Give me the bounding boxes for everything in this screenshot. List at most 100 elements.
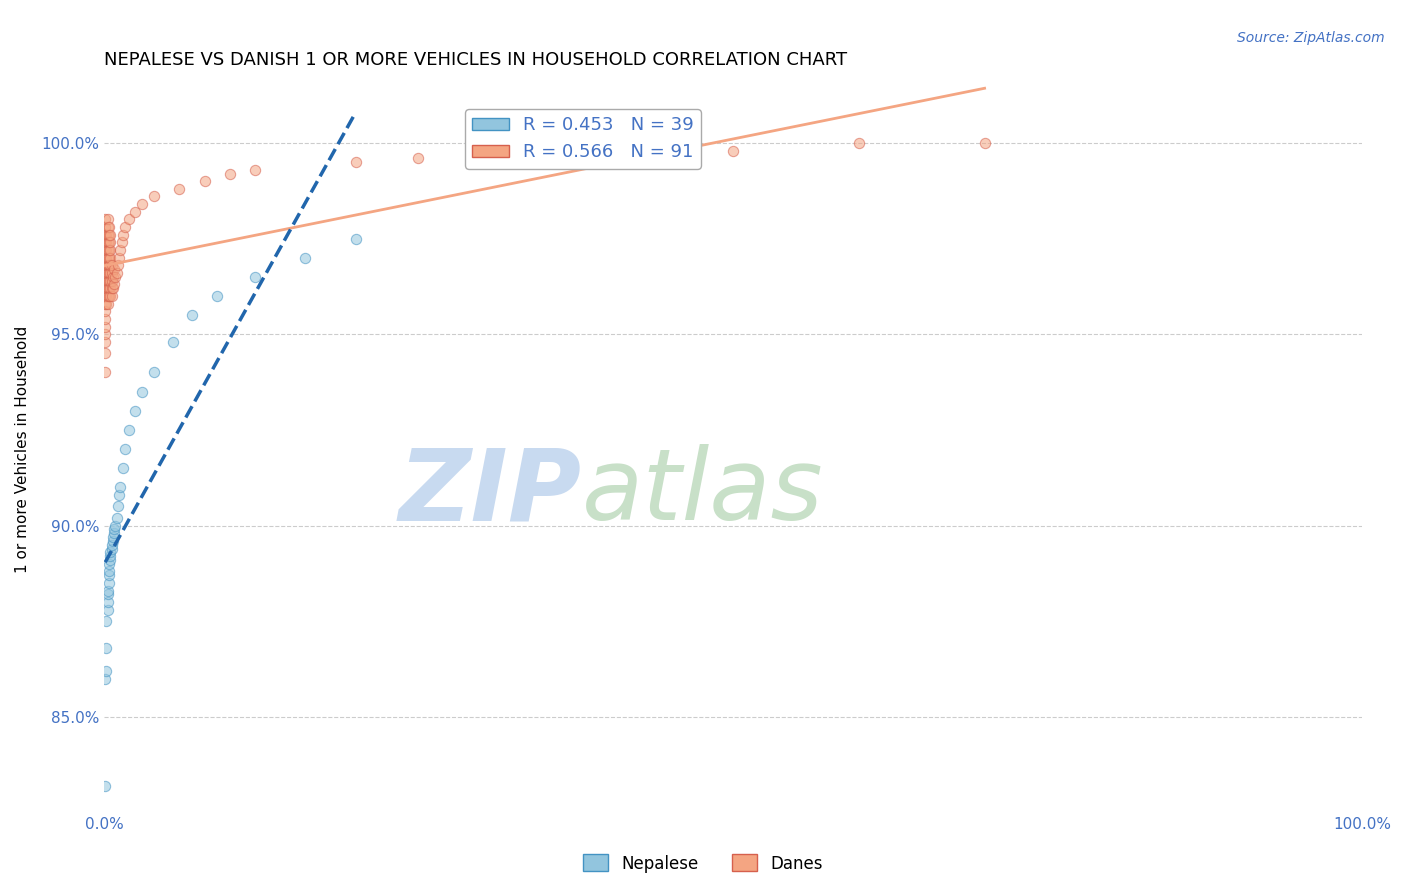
Point (94, 672, 117, 686)
Point (94, 334, 117, 349)
Point (97, 595, 120, 609)
Point (110, 480, 132, 494)
Point (96, 281, 118, 295)
Point (98, 251, 121, 265)
Text: atlas: atlas (582, 444, 824, 541)
Point (97, 603, 120, 617)
Point (98, 227, 121, 242)
Point (96, 266, 118, 280)
Point (97, 258, 120, 272)
Point (721, 144, 744, 158)
Point (344, 231, 367, 245)
Point (96, 289, 118, 303)
Point (294, 251, 316, 265)
Point (105, 511, 128, 525)
Legend: R = 0.453   N = 39, R = 0.566   N = 91: R = 0.453 N = 39, R = 0.566 N = 91 (465, 109, 702, 169)
Point (98, 565, 121, 579)
Point (344, 155, 367, 169)
Point (94, 266, 117, 280)
Point (470, 147, 492, 161)
Point (94, 327, 117, 342)
Point (96, 640, 118, 655)
Point (143, 189, 166, 203)
Point (98, 289, 121, 303)
Point (108, 488, 131, 502)
Point (848, 136, 870, 150)
Point (97, 266, 120, 280)
Point (98, 266, 121, 280)
Point (181, 308, 204, 322)
Point (94, 281, 117, 295)
Point (124, 403, 146, 417)
Point (98, 266, 121, 280)
Point (111, 461, 134, 475)
Point (98, 258, 121, 272)
Point (100, 541, 122, 556)
Point (97, 289, 120, 303)
Point (97, 296, 120, 310)
Point (98, 549, 121, 564)
Point (96, 296, 118, 310)
Point (94, 274, 117, 288)
Text: ZIP: ZIP (399, 444, 582, 541)
Point (101, 533, 124, 548)
Point (100, 281, 122, 295)
Point (94, 312, 117, 326)
Point (97, 227, 120, 242)
Point (104, 269, 127, 284)
Point (96, 243, 118, 257)
Point (98, 281, 121, 295)
Point (96, 235, 118, 250)
Point (107, 500, 129, 514)
Point (94, 366, 117, 380)
Point (143, 366, 166, 380)
Point (97, 235, 120, 250)
Point (97, 243, 120, 257)
Point (169, 182, 191, 196)
Point (98, 557, 121, 571)
Point (94, 779, 117, 793)
Point (94, 243, 117, 257)
Point (243, 269, 266, 284)
Text: Source: ZipAtlas.com: Source: ZipAtlas.com (1237, 31, 1385, 45)
Point (194, 174, 217, 188)
Point (97, 220, 120, 235)
Point (124, 204, 146, 219)
Point (973, 136, 995, 150)
Point (96, 227, 118, 242)
Point (96, 664, 118, 678)
Point (98, 235, 121, 250)
Point (94, 227, 117, 242)
Point (96, 251, 118, 265)
Point (218, 167, 240, 181)
Point (103, 262, 125, 277)
Point (101, 281, 124, 295)
Point (101, 269, 124, 284)
Point (94, 235, 117, 250)
Point (98, 576, 121, 591)
Point (98, 243, 121, 257)
Point (97, 587, 120, 601)
Point (100, 274, 122, 288)
Point (94, 296, 117, 310)
Y-axis label: 1 or more Vehicles in Household: 1 or more Vehicles in Household (15, 326, 30, 573)
Point (97, 212, 120, 227)
Point (103, 522, 125, 536)
Point (110, 243, 132, 257)
Point (98, 227, 121, 242)
Point (94, 212, 117, 227)
Point (100, 266, 122, 280)
Point (98, 289, 121, 303)
Point (96, 274, 118, 288)
Point (96, 614, 118, 628)
Point (103, 277, 125, 292)
Point (97, 583, 120, 598)
Point (94, 304, 117, 318)
Point (96, 258, 118, 272)
Point (97, 251, 120, 265)
Point (98, 274, 121, 288)
Point (100, 258, 122, 272)
Legend: Nepalese, Danes: Nepalese, Danes (576, 847, 830, 880)
Point (107, 258, 129, 272)
Point (118, 212, 141, 227)
